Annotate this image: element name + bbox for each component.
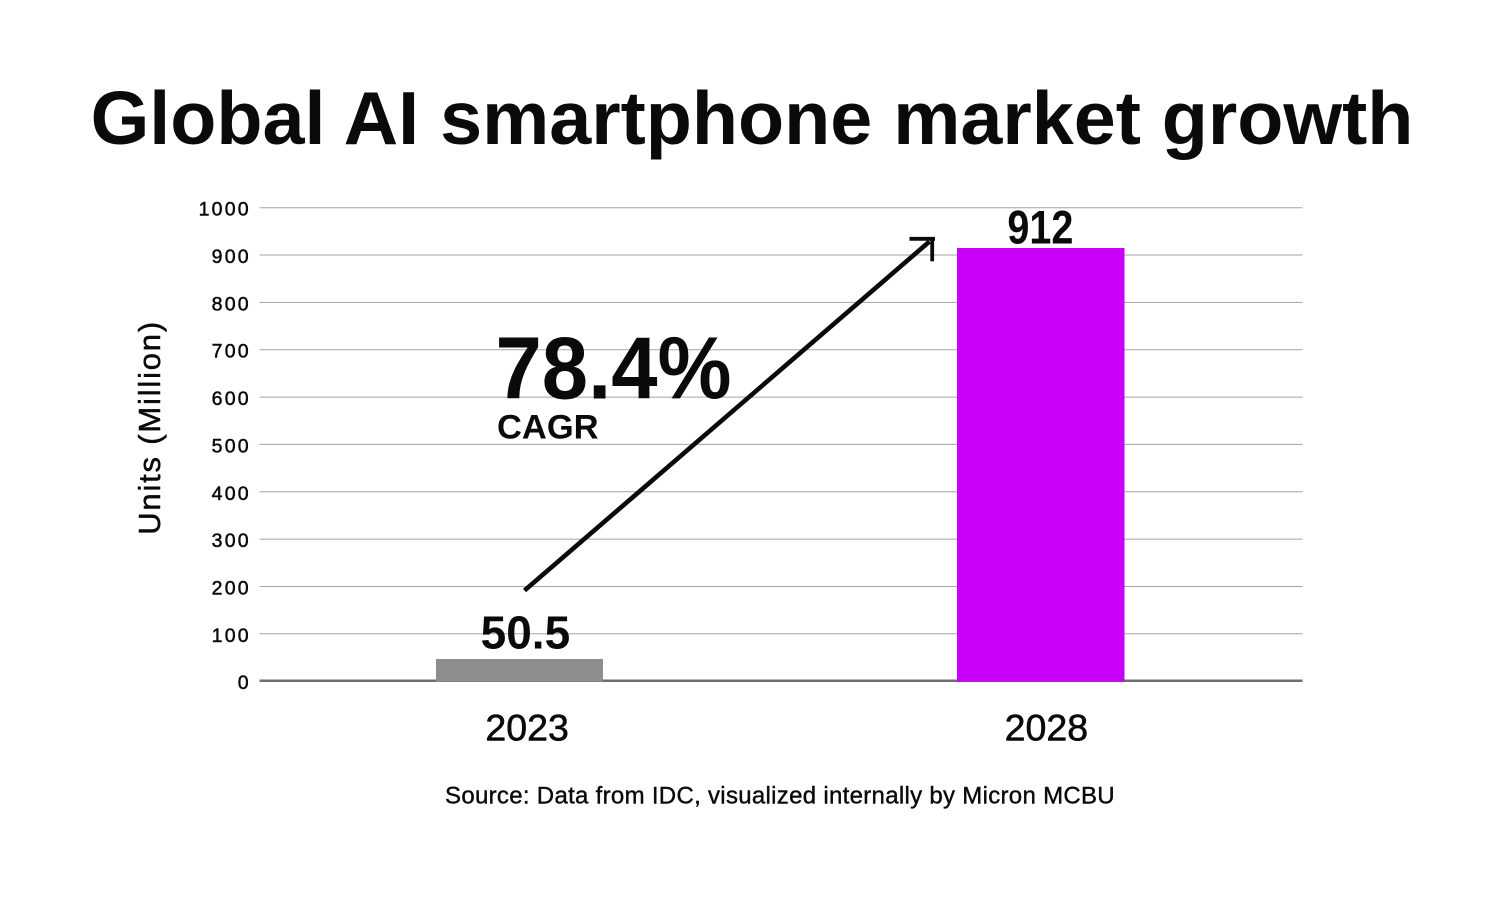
svg-text:50.5: 50.5 bbox=[481, 607, 571, 659]
svg-text:300: 300 bbox=[212, 530, 251, 552]
svg-text:912: 912 bbox=[1007, 200, 1073, 253]
svg-text:500: 500 bbox=[212, 435, 251, 457]
svg-text:Units (Million): Units (Million) bbox=[132, 322, 167, 535]
svg-text:1000: 1000 bbox=[199, 199, 251, 221]
svg-text:2023: 2023 bbox=[485, 706, 568, 748]
svg-text:0: 0 bbox=[238, 672, 251, 694]
svg-text:700: 700 bbox=[212, 341, 251, 363]
svg-text:100: 100 bbox=[212, 625, 251, 647]
svg-text:78.4%: 78.4% bbox=[496, 318, 732, 417]
svg-text:900: 900 bbox=[212, 246, 251, 268]
svg-text:200: 200 bbox=[212, 578, 251, 600]
svg-text:600: 600 bbox=[212, 388, 251, 410]
svg-text:2028: 2028 bbox=[1005, 706, 1088, 748]
svg-text:CAGR: CAGR bbox=[497, 409, 599, 447]
svg-text:Source: Data from IDC, visuali: Source: Data from IDC, visualized intern… bbox=[445, 782, 1115, 809]
svg-text:Global AI smartphone market gr: Global AI smartphone market growth bbox=[91, 76, 1414, 160]
svg-text:400: 400 bbox=[212, 483, 251, 505]
svg-text:800: 800 bbox=[212, 293, 251, 315]
